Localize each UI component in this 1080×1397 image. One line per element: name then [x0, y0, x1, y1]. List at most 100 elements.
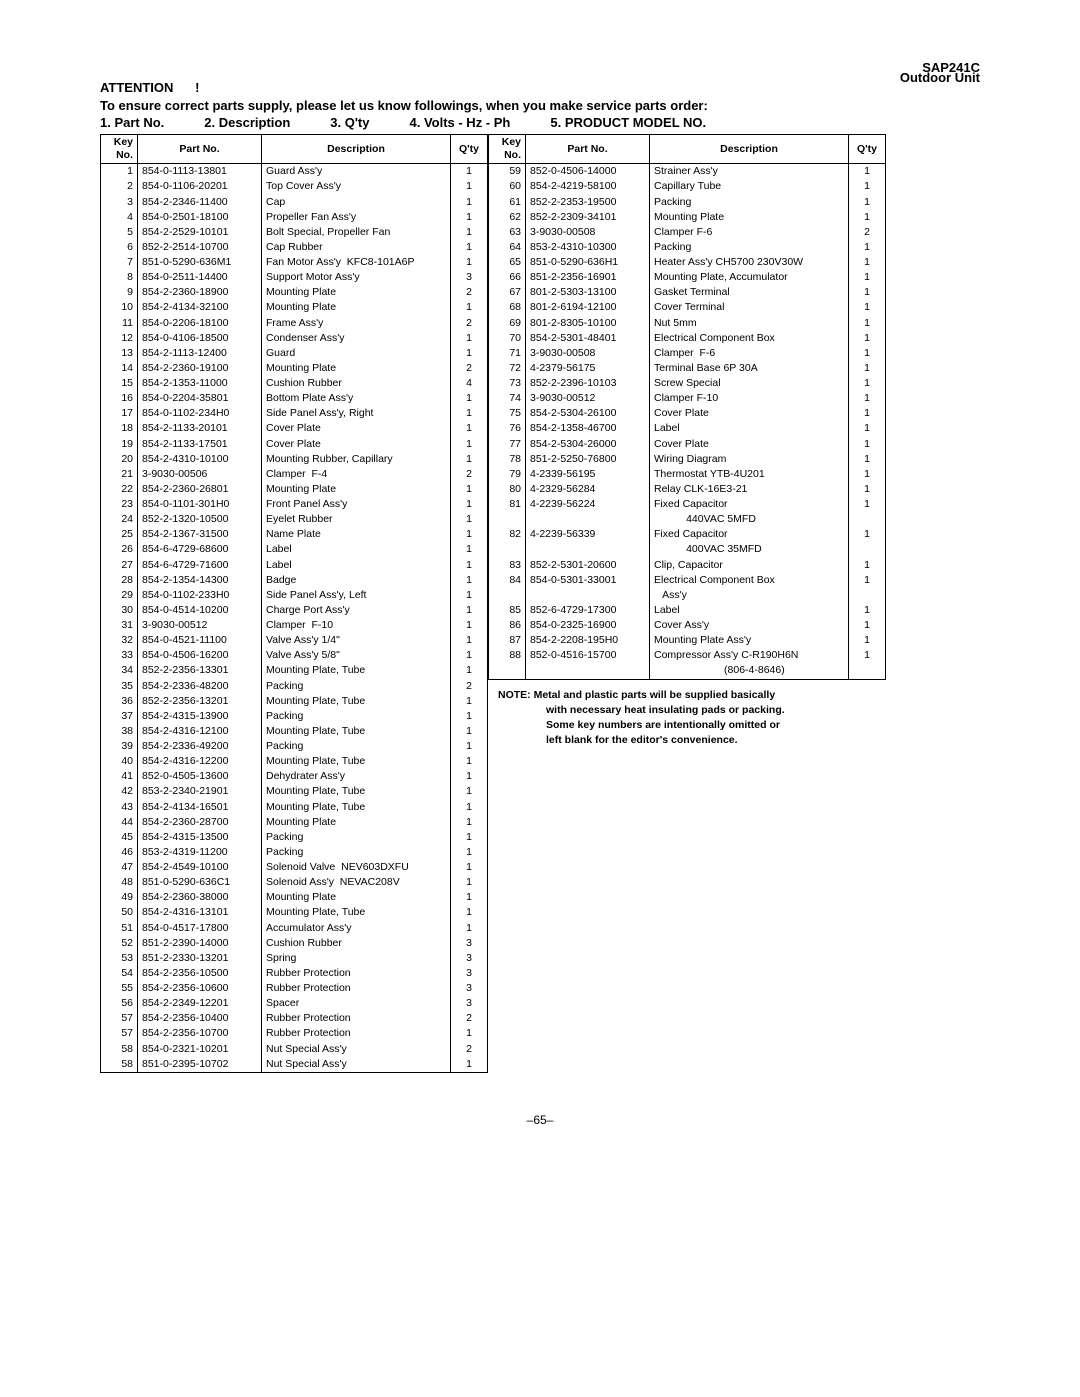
cell-desc: Wiring Diagram	[650, 452, 849, 467]
cell-desc: 400VAC 35MFD	[650, 542, 849, 557]
cell-key: 75	[489, 406, 526, 421]
cell-qty	[849, 542, 886, 557]
cell-key: 12	[101, 331, 138, 346]
cell-part: 854-0-2511-14400	[138, 270, 262, 285]
cell-qty: 1	[451, 633, 488, 648]
cell-qty: 1	[451, 875, 488, 890]
table-row: 59852-0-4506-14000Strainer Ass'y1	[489, 164, 886, 180]
cell-part: 854-2-5304-26100	[526, 406, 650, 421]
cell-desc: Mounting Plate	[262, 815, 451, 830]
cell-part: 852-0-4505-13600	[138, 769, 262, 784]
cell-desc: Clamper F-6	[650, 346, 849, 361]
cell-qty: 1	[451, 482, 488, 497]
table-row: 804-2329-56284Relay CLK-16E3-211	[489, 482, 886, 497]
table-row: 33854-0-4506-16200Valve Ass'y 5/8"1	[101, 648, 488, 663]
table-row: 11854-0-2206-18100Frame Ass'y2	[101, 316, 488, 331]
cell-qty: 1	[849, 467, 886, 482]
cell-key: 63	[489, 225, 526, 240]
table-row: 70854-2-5301-48401Electrical Component B…	[489, 331, 886, 346]
cell-key: 15	[101, 376, 138, 391]
cell-desc: Mounting Plate, Tube	[262, 663, 451, 678]
table-row: 41852-0-4505-13600Dehydrater Ass'y1	[101, 769, 488, 784]
cell-part: 4-2339-56195	[526, 467, 650, 482]
cell-key: 6	[101, 240, 138, 255]
cell-qty: 1	[849, 285, 886, 300]
cell-key: 82	[489, 527, 526, 542]
table-row: 49854-2-2360-38000Mounting Plate1	[101, 890, 488, 905]
cell-desc: Heater Ass'y CH5700 230V30W	[650, 255, 849, 270]
table-row: 400VAC 35MFD	[489, 542, 886, 557]
table-row: 5854-2-2529-10101Bolt Special, Propeller…	[101, 225, 488, 240]
table-row: 77854-2-5304-26000Cover Plate1	[489, 437, 886, 452]
table-row: 824-2239-56339Fixed Capacitor1	[489, 527, 886, 542]
cell-qty: 1	[451, 255, 488, 270]
cell-part: 854-2-1133-20101	[138, 421, 262, 436]
cell-qty: 1	[451, 890, 488, 905]
cell-qty: 1	[451, 739, 488, 754]
cell-part: 852-0-4516-15700	[526, 648, 650, 663]
table-row: 36852-2-2356-13201Mounting Plate, Tube1	[101, 694, 488, 709]
cell-desc: Mounting Plate, Tube	[262, 800, 451, 815]
cell-key: 52	[101, 936, 138, 951]
cell-desc: Cover Plate	[650, 406, 849, 421]
table-row: 35854-2-2336-48200Packing2	[101, 679, 488, 694]
cell-desc: Mounting Plate	[262, 482, 451, 497]
cell-qty: 1	[451, 300, 488, 315]
cell-part	[526, 588, 650, 603]
table-row: 56854-2-2349-12201Spacer3	[101, 996, 488, 1011]
th-part: Part No.	[138, 135, 262, 164]
cell-qty: 2	[849, 225, 886, 240]
cell-qty: 1	[451, 527, 488, 542]
cell-key: 67	[489, 285, 526, 300]
cell-key: 79	[489, 467, 526, 482]
attention-mark: !	[195, 80, 199, 95]
cell-desc: Mounting Plate, Tube	[262, 754, 451, 769]
cell-part: 801-2-8305-10100	[526, 316, 650, 331]
cell-key: 22	[101, 482, 138, 497]
cell-key: 57	[101, 1011, 138, 1026]
table-row: 86854-0-2325-16900Cover Ass'y1	[489, 618, 886, 633]
cell-qty: 1	[849, 648, 886, 663]
cell-desc: Clamper F-4	[262, 467, 451, 482]
table-row: 633-9030-00508Clamper F-62	[489, 225, 886, 240]
cell-key: 87	[489, 633, 526, 648]
cell-desc: Capillary Tube	[650, 179, 849, 194]
table-row: 55854-2-2356-10600Rubber Protection3	[101, 981, 488, 996]
cell-key: 39	[101, 739, 138, 754]
cell-part: 854-0-2204-35801	[138, 391, 262, 406]
table-row: 76854-2-1358-46700Label1	[489, 421, 886, 436]
cell-desc: Packing	[262, 830, 451, 845]
cell-qty: 1	[451, 663, 488, 678]
cell-desc: Spring	[262, 951, 451, 966]
cell-part: 3-9030-00512	[138, 618, 262, 633]
cell-key: 31	[101, 618, 138, 633]
cell-key: 1	[101, 164, 138, 180]
cell-qty: 2	[451, 1011, 488, 1026]
cell-desc: Nut 5mm	[650, 316, 849, 331]
cell-key: 40	[101, 754, 138, 769]
table-row: 48851-0-5290-636C1Solenoid Ass'y NEVAC20…	[101, 875, 488, 890]
cell-qty: 1	[451, 164, 488, 180]
cell-qty: 1	[849, 346, 886, 361]
table-row: 83852-2-5301-20600Clip, Capacitor1	[489, 558, 886, 573]
cell-key: 47	[101, 860, 138, 875]
cell-part: 854-2-1133-17501	[138, 437, 262, 452]
cell-qty: 1	[451, 921, 488, 936]
cell-part: 4-2379-56175	[526, 361, 650, 376]
cell-part: 854-2-4134-16501	[138, 800, 262, 815]
cell-part: 854-2-4315-13500	[138, 830, 262, 845]
cell-key: 51	[101, 921, 138, 936]
table-row: 19854-2-1133-17501Cover Plate1	[101, 437, 488, 452]
cell-part: 4-2239-56224	[526, 497, 650, 512]
cell-desc: Packing	[262, 845, 451, 860]
cell-desc: Mounting Plate, Tube	[262, 694, 451, 709]
cell-qty: 1	[849, 376, 886, 391]
cell-key: 81	[489, 497, 526, 512]
cell-part: 854-0-4106-18500	[138, 331, 262, 346]
cell-desc: Cover Plate	[262, 437, 451, 452]
cell-desc: Clamper F-6	[650, 225, 849, 240]
cell-key: 48	[101, 875, 138, 890]
cell-qty: 1	[451, 331, 488, 346]
cell-key: 68	[489, 300, 526, 315]
table-row: 713-9030-00508Clamper F-61	[489, 346, 886, 361]
